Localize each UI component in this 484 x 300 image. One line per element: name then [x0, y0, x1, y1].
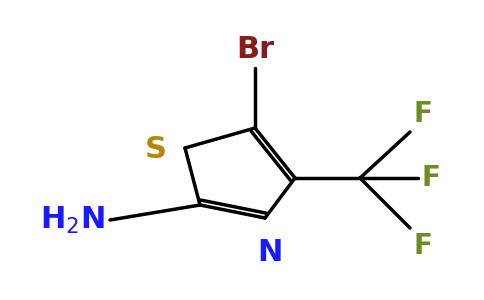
Text: N: N	[257, 238, 283, 267]
Text: H$_2$N: H$_2$N	[40, 205, 105, 236]
Text: S: S	[145, 136, 167, 164]
Text: F: F	[414, 100, 433, 128]
Text: F: F	[422, 164, 441, 192]
Text: F: F	[414, 232, 433, 260]
Text: Br: Br	[236, 35, 274, 64]
